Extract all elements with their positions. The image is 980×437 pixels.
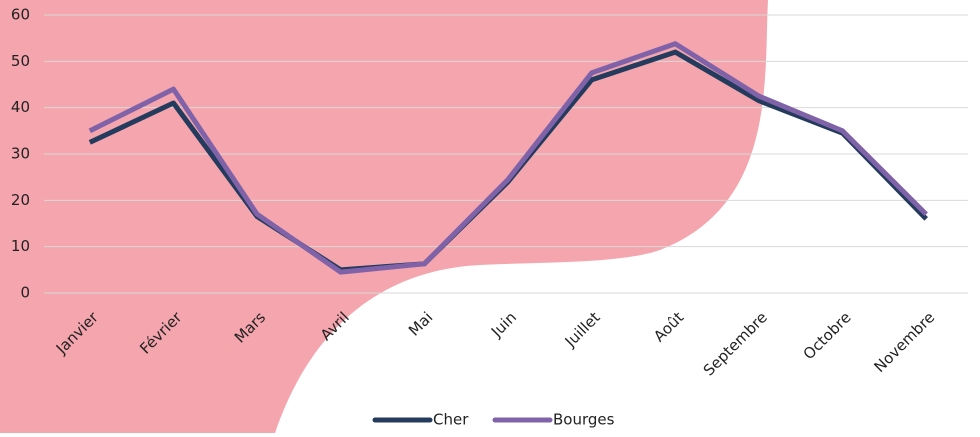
y-tick-label: 0 — [20, 284, 30, 302]
y-tick-label: 40 — [11, 98, 30, 116]
background-shape — [0, 0, 768, 433]
x-tick-label: Juillet — [561, 308, 604, 351]
x-tick-label: Août — [650, 308, 687, 345]
x-tick-label: Septembre — [700, 308, 771, 379]
x-tick-label: Juin — [487, 308, 520, 341]
legend-label: Bourges — [553, 411, 615, 429]
x-tick-label: Novembre — [871, 308, 939, 376]
y-tick-label: 50 — [11, 52, 30, 70]
x-tick-label: Mai — [405, 308, 436, 339]
legend-label: Cher — [433, 411, 469, 429]
line-series — [88, 41, 928, 275]
y-tick-label: 10 — [11, 237, 30, 255]
y-tick-label: 30 — [11, 145, 30, 163]
x-tick-label: Octobre — [800, 308, 855, 363]
y-tick-label: 60 — [11, 6, 30, 24]
y-tick-label: 20 — [11, 191, 30, 209]
